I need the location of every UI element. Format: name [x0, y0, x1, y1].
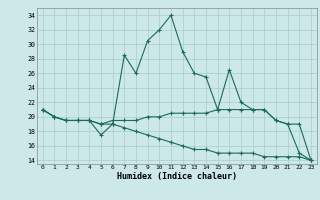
X-axis label: Humidex (Indice chaleur): Humidex (Indice chaleur) — [117, 172, 237, 181]
